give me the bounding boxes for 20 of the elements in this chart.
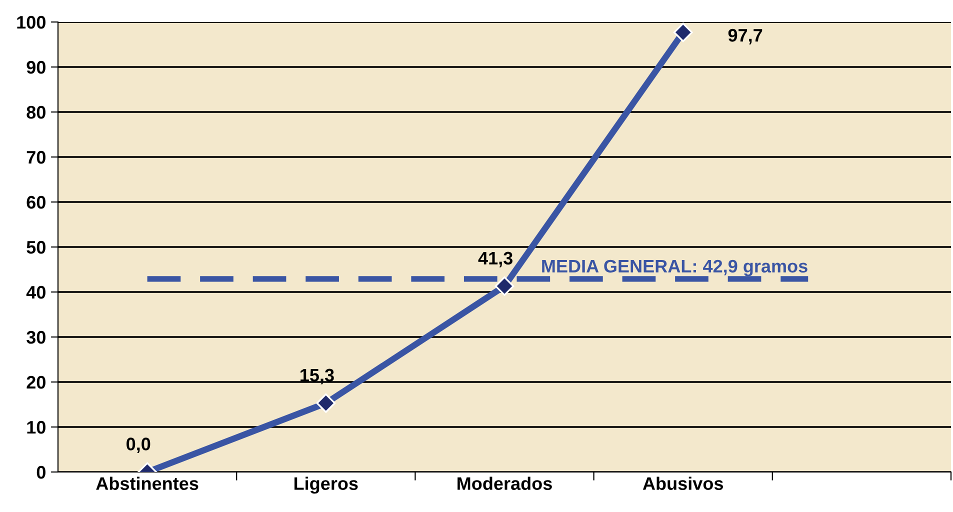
x-tick-label: Moderados xyxy=(458,476,552,490)
x-tick-label: Abusivos xyxy=(642,476,723,490)
y-tick-label: 80 xyxy=(26,106,46,119)
x-tick-label: Ligeros xyxy=(294,476,358,494)
y-tick-label: 70 xyxy=(26,150,46,164)
ref-line-label: MEDIA GENERAL: 42,9 gramos xyxy=(542,260,808,276)
y-tick-label: 0 xyxy=(36,466,46,479)
y-tick-label: 100 xyxy=(17,16,46,29)
y-tick-label: 60 xyxy=(26,196,46,209)
y-tick-label: 20 xyxy=(26,376,46,389)
y-tick-label: 40 xyxy=(26,286,46,299)
y-tick-label: 50 xyxy=(26,240,46,254)
text: 15,3 xyxy=(300,368,334,384)
y-tick-label: 30 xyxy=(26,330,46,344)
text: 0,0 xyxy=(126,438,150,454)
y-tick-label: 10 xyxy=(27,420,46,434)
y-tick-label: 90 xyxy=(26,60,46,74)
x-tick-label: Abstinentes xyxy=(96,476,198,490)
text: 97,7 xyxy=(728,28,762,44)
text: 41,3 xyxy=(478,252,512,268)
